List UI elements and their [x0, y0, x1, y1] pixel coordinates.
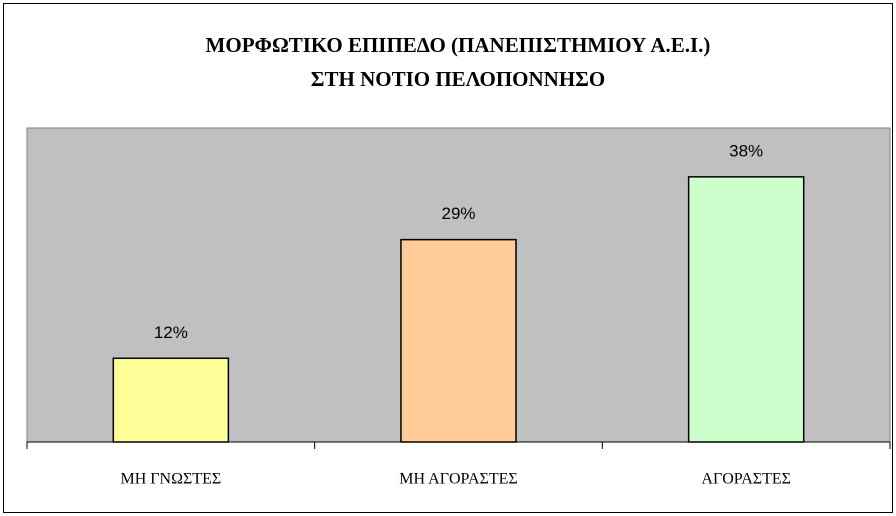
bar — [112, 357, 230, 443]
data-label: 29% — [441, 204, 475, 223]
chart-title: ΜΟΡΦΩΤΙΚΟ ΕΠΙΠΕΔΟ (ΠΑΝΕΠΙΣΤΗΜΙΟΥ Α.Ε.Ι.) — [206, 33, 711, 57]
bar — [687, 176, 805, 443]
x-tick-label: ΜΗ ΓΝΩΣΤΕΣ — [121, 471, 222, 488]
data-label: 38% — [729, 141, 763, 160]
x-tick-label: ΜΗ ΑΓΟΡΑΣΤΕΣ — [399, 471, 517, 488]
data-label: 12% — [154, 323, 188, 342]
chart-title: ΣΤΗ ΝΟΤΙΟ ΠΕΛΟΠΟΝΝΗΣΟ — [311, 67, 606, 91]
bar — [400, 238, 517, 443]
x-tick-label: ΑΓΟΡΑΣΤΕΣ — [701, 471, 791, 488]
